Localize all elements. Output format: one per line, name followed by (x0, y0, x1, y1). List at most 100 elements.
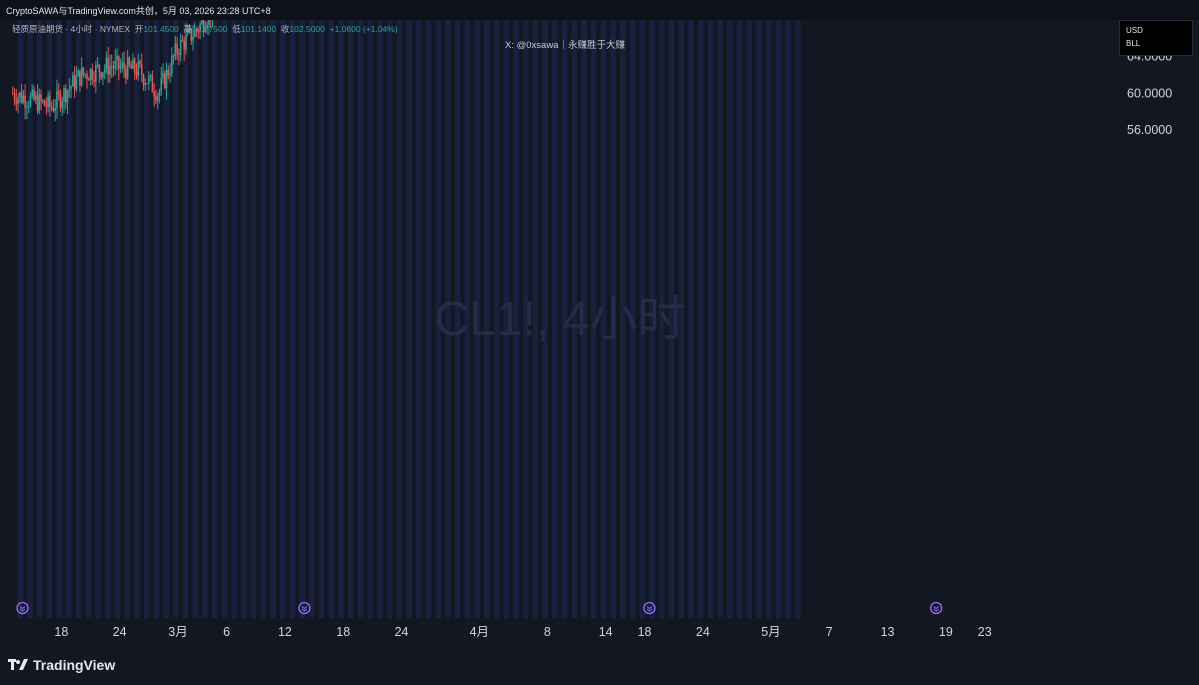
session-shade (173, 20, 179, 618)
candle-body (167, 69, 170, 76)
tradingview-brand: TradingView (33, 657, 116, 673)
footer-bar (0, 645, 1199, 685)
candle-body (112, 67, 115, 69)
candle-body (87, 79, 90, 81)
candle-body (195, 29, 198, 31)
tradingview-logo-icon (8, 659, 28, 670)
session-shade (775, 20, 782, 618)
session-shade (464, 20, 471, 618)
candle-body (105, 57, 108, 69)
candle-body (56, 90, 58, 109)
x-tick-label: 18 (638, 625, 652, 639)
candle-body (36, 95, 39, 112)
candle-body (125, 69, 127, 79)
x-tick-label: 24 (395, 625, 409, 639)
candle-body (89, 69, 92, 81)
session-shade (474, 20, 480, 618)
candle-body (45, 105, 48, 108)
y-tick-label: 56.0000 (1127, 123, 1172, 137)
session-shade (445, 20, 451, 618)
open-value: 101.4500 (143, 24, 179, 34)
candle-body (128, 57, 131, 65)
session-shade (338, 20, 344, 618)
session-shade (328, 20, 335, 618)
candle-body (132, 59, 134, 69)
candle-body (109, 65, 111, 75)
session-shade (455, 20, 461, 618)
candle-body (178, 53, 180, 56)
session-shade (542, 20, 548, 618)
session-shade (357, 20, 364, 618)
session-shade (309, 20, 315, 618)
x-tick-label: 14 (599, 625, 613, 639)
x-tick-label: 3月 (168, 625, 187, 639)
session-shade (503, 20, 509, 618)
candle-body (96, 64, 99, 66)
candle-body (146, 83, 148, 85)
unit-label: BLL (1126, 39, 1141, 48)
tradingview-logo[interactable]: TradingView (8, 657, 115, 673)
candle-body (61, 101, 64, 108)
event-marker-icon (298, 601, 311, 615)
session-shade (552, 20, 558, 618)
candle-body (162, 73, 164, 79)
candle-body (29, 95, 32, 106)
session-shade (134, 20, 140, 618)
candle-body (130, 64, 132, 69)
session-shade (75, 20, 82, 618)
candle-body (33, 89, 35, 100)
event-marker-chevron (301, 606, 308, 612)
candle-body (19, 92, 21, 98)
session-shade (688, 20, 694, 618)
session-shade (85, 20, 92, 618)
change-value: +1.0600 (+1.04%) (329, 24, 398, 34)
candle-body (82, 67, 85, 75)
session-shade (600, 20, 607, 618)
currency-unit-box[interactable]: USD BLL (1119, 20, 1193, 56)
session-shade (27, 20, 33, 618)
session-shade (639, 20, 646, 618)
candle-body (176, 43, 178, 54)
candle-body (114, 60, 117, 69)
candle-body (148, 76, 150, 84)
session-shade (95, 20, 101, 618)
session-shade (250, 20, 257, 618)
currency-label: USD (1126, 26, 1143, 35)
candle-body (73, 74, 76, 90)
high-value: 102.7500 (192, 24, 228, 34)
candle-body (158, 91, 161, 96)
plot-area (0, 20, 1199, 618)
candle-body (171, 55, 173, 74)
candle-body (34, 95, 37, 100)
attribution-text: CryptoSAWA与TradingView.com共创，5月 03, 2026… (6, 6, 271, 16)
session-shade (581, 20, 587, 618)
session-shade (785, 20, 791, 618)
session-shade (386, 20, 393, 618)
close-value: 102.5000 (289, 24, 325, 34)
candle-body (142, 75, 145, 85)
candle-body (140, 64, 143, 76)
candle-body (31, 89, 33, 96)
session-shade (425, 20, 432, 618)
session-shade (513, 20, 519, 618)
candle-body (102, 72, 104, 78)
candle-body (165, 69, 168, 88)
candle-body (206, 24, 208, 30)
candle-body (188, 28, 191, 31)
session-shade (241, 20, 247, 618)
background-watermark: CL1!, 4小时 (435, 293, 686, 346)
candle-body (11, 93, 14, 95)
candle-body (126, 57, 129, 79)
candle-body (186, 30, 189, 35)
session-shade (707, 20, 714, 618)
session-shade (143, 20, 150, 618)
session-shade (46, 20, 53, 618)
candle-body (199, 24, 201, 33)
candle-body (110, 65, 113, 68)
session-shade (17, 20, 23, 618)
candle-body (103, 68, 106, 73)
candle-body (116, 56, 118, 61)
candle-body (98, 64, 101, 73)
symbol-legend: 轻质原油期货 · 4小时 · NYMEX 开101.4500 高102.7500… (12, 24, 398, 34)
